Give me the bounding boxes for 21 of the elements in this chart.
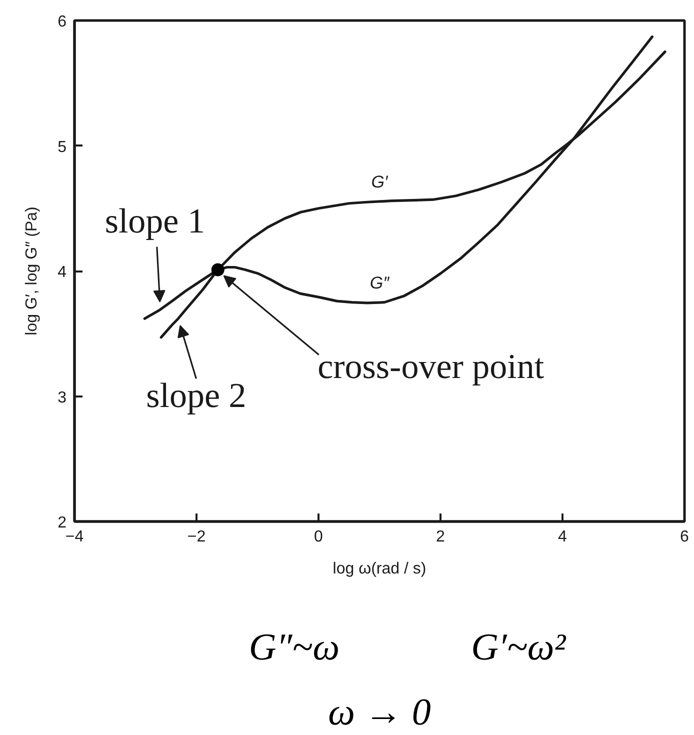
- y-tick-label: 6: [58, 14, 67, 30]
- annotation: slope 1: [104, 201, 205, 240]
- x-tick-label: −4: [65, 528, 84, 546]
- text: G′~ω²: [471, 626, 566, 668]
- x-tick-label: 2: [436, 528, 446, 546]
- annotation: slope 2: [146, 376, 246, 416]
- x-axis-title: log ω(rad / s): [332, 560, 426, 578]
- x-tick-label: 0: [314, 528, 324, 546]
- y-tick-label: 3: [58, 389, 67, 406]
- y-axis-title: log G′, log G″ (Pa): [24, 206, 41, 336]
- text: ω → 0: [328, 692, 431, 734]
- x-tick-label: −2: [187, 528, 206, 546]
- series-label: G′: [371, 172, 389, 192]
- y-tick-label: 2: [58, 514, 67, 532]
- x-tick-label: 4: [558, 528, 568, 546]
- y-tick-label: 5: [58, 138, 67, 156]
- y-tick-label: 4: [58, 264, 67, 281]
- annotation: cross-over point: [318, 347, 544, 386]
- text: G″~ω: [248, 626, 340, 668]
- x-tick-label: 6: [680, 528, 690, 546]
- series-label: G″: [370, 273, 390, 292]
